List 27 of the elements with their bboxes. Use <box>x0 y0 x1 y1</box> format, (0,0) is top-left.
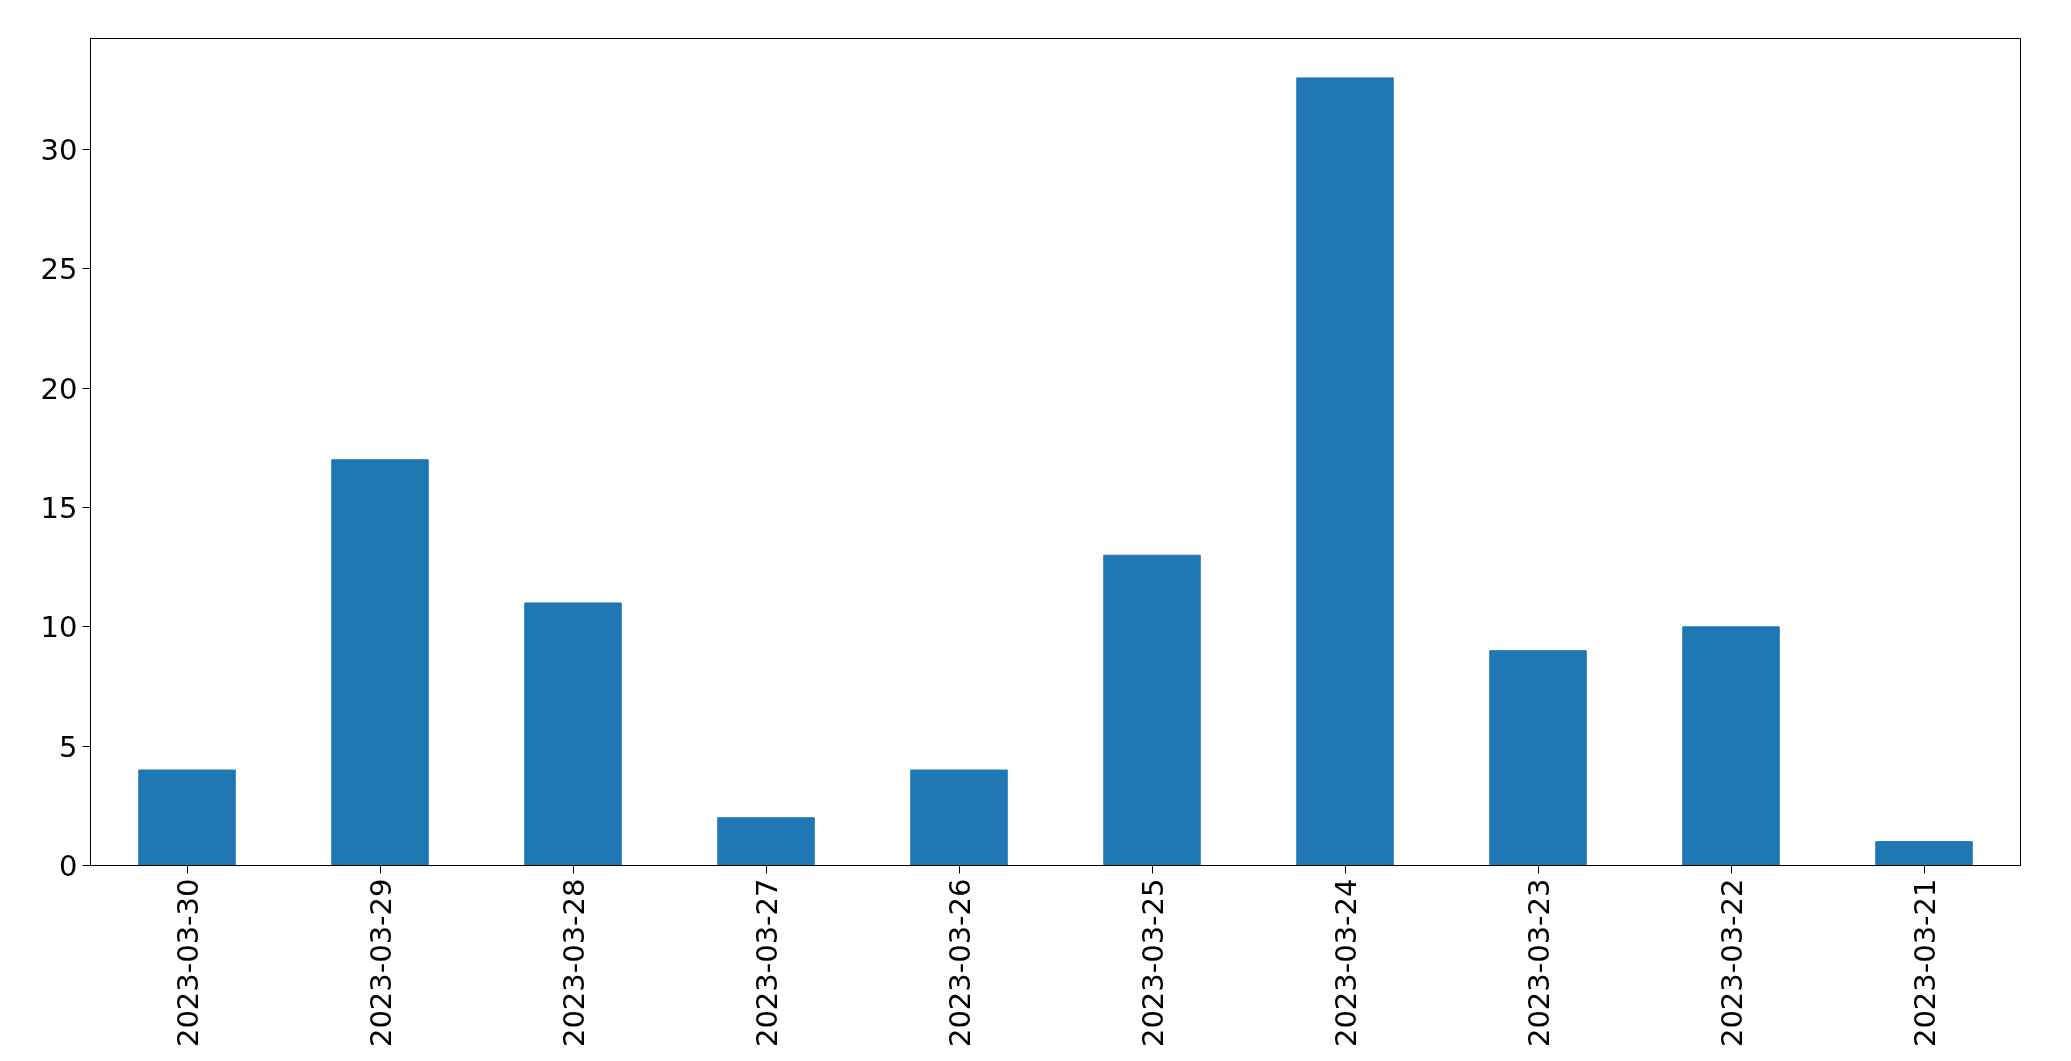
x-tick-label: 2023-03-21 <box>1907 878 1942 1048</box>
x-tick-label: 2023-03-29 <box>363 878 398 1048</box>
x-tick-label: 2023-03-27 <box>749 878 784 1048</box>
x-tick-label: 2023-03-22 <box>1714 878 1749 1048</box>
y-tick-label: 5 <box>59 729 78 764</box>
bar <box>524 602 622 866</box>
bar <box>910 769 1008 866</box>
x-tick-label: 2023-03-25 <box>1135 878 1170 1048</box>
y-tick-label: 15 <box>40 490 78 525</box>
y-tick-label: 25 <box>40 252 78 287</box>
y-tick-label: 10 <box>40 610 78 645</box>
bar <box>1489 650 1587 866</box>
x-tick-label: 2023-03-24 <box>1328 878 1363 1048</box>
x-tick-label: 2023-03-26 <box>942 878 977 1048</box>
y-tick-label: 20 <box>40 371 78 406</box>
bar <box>1875 841 1973 866</box>
y-tick-label: 30 <box>40 132 78 167</box>
y-tick-label: 0 <box>59 849 78 883</box>
x-tick-label: 2023-03-30 <box>170 878 205 1048</box>
bar <box>331 459 429 866</box>
bar <box>138 769 236 866</box>
bar <box>1103 554 1201 866</box>
bar <box>1296 77 1394 866</box>
bar <box>717 817 815 866</box>
bar <box>1682 626 1780 866</box>
x-tick-label: 2023-03-28 <box>556 878 591 1048</box>
x-tick-label: 2023-03-23 <box>1521 878 1556 1048</box>
